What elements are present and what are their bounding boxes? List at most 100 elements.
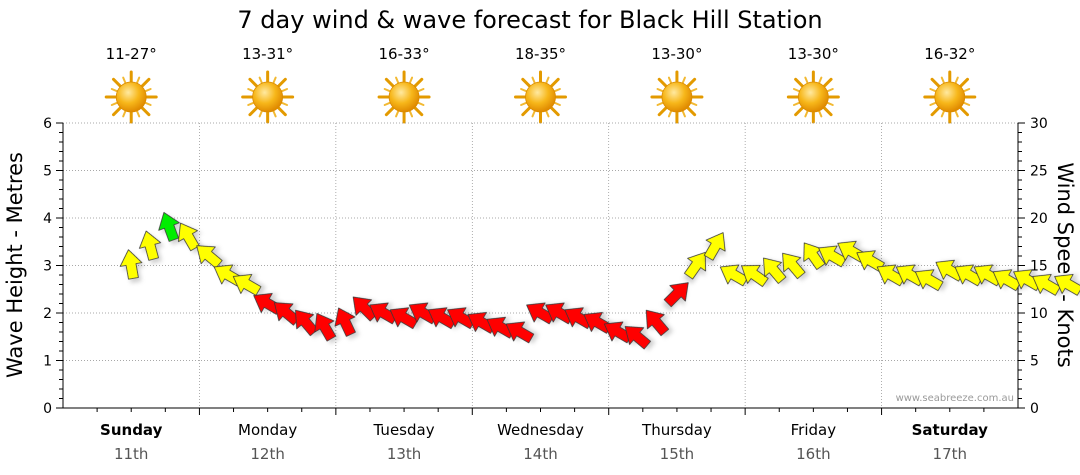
left-axis-label: Wave Height - Metres: [3, 152, 27, 378]
grid-lines: [63, 122, 1018, 408]
wind-arrow-shape: [763, 257, 787, 284]
sun-ray: [140, 106, 151, 117]
right-tick-label: 25: [1030, 164, 1048, 180]
wind-arrow: [782, 252, 806, 280]
sun-ray: [520, 88, 528, 93]
sun-ray: [384, 77, 395, 88]
wind-arrow-shape: [139, 230, 162, 261]
sun-ray: [792, 101, 801, 106]
day-date-label: 13th: [387, 445, 421, 463]
sun-ray: [280, 88, 289, 93]
right-tick-label: 5: [1030, 354, 1039, 370]
sun-ray: [681, 109, 686, 118]
wind-arrow: [663, 282, 689, 308]
sun-ray: [248, 106, 259, 117]
right-tick-label: 20: [1030, 211, 1048, 227]
sun-ray: [954, 109, 959, 118]
sun-ray: [272, 109, 277, 118]
temperature-label: 13-31°: [242, 45, 293, 63]
sun-icon: [241, 70, 295, 124]
wind-arrow: [196, 245, 223, 269]
sun-ray: [122, 76, 127, 85]
wind-arrow: [741, 265, 769, 287]
wind-arrow-shape: [196, 245, 223, 269]
sun-ray: [929, 88, 937, 93]
wind-arrow: [505, 321, 535, 344]
temperature-labels: 11-27° 13-31° 16-33° 18-35° 13-30° 13-30° 16-3…: [106, 45, 976, 63]
temperature-label: 18-35°: [515, 45, 566, 63]
left-axis-ticks: 0 1 2 3 4 5 6: [43, 116, 63, 417]
right-axis-label: Wind Speed - Knots: [1053, 162, 1077, 367]
sun-ray: [383, 101, 392, 106]
day-date-label: 12th: [250, 445, 284, 463]
sun-ray: [112, 106, 123, 117]
sun-ray: [794, 106, 805, 117]
sun-ray: [272, 76, 277, 85]
day-date-label: 11th: [114, 445, 148, 463]
temperature-label: 13-30°: [651, 45, 702, 63]
sun-disc: [115, 81, 147, 113]
left-tick-label: 1: [43, 354, 52, 370]
wind-arrow-shape: [741, 265, 769, 287]
wind-arrow: [856, 250, 885, 273]
wind-arrow-shape: [684, 251, 706, 280]
left-tick-label: 2: [43, 306, 52, 322]
sun-ray: [384, 106, 395, 117]
wind-arrow: [314, 313, 337, 342]
sun-ray: [804, 109, 809, 118]
wind-arrow-shape: [178, 222, 200, 252]
day-name-label: Monday: [238, 421, 297, 439]
sun-ray: [804, 76, 809, 85]
sun-ray: [521, 106, 532, 117]
day-date-label: 15th: [660, 445, 694, 463]
sun-icon: [923, 70, 977, 124]
sun-ray: [280, 101, 289, 106]
sun-ray: [686, 106, 697, 117]
sun-ray: [112, 77, 123, 88]
sun-ray: [531, 76, 536, 85]
sun-ray: [276, 77, 287, 88]
temperature-label: 11-27°: [106, 45, 157, 63]
sun-ray: [818, 76, 823, 85]
wind-arrow: [232, 274, 262, 296]
left-tick-label: 5: [43, 164, 52, 180]
wind-arrow: [645, 309, 670, 337]
sun-ray: [549, 77, 560, 88]
sun-ray: [929, 101, 937, 106]
sun-ray: [822, 77, 833, 88]
sun-ray: [413, 106, 424, 117]
wind-arrow: [158, 212, 180, 242]
wind-arrow-shape: [782, 252, 806, 280]
sun-ray: [962, 101, 971, 106]
sun-ray: [258, 109, 263, 118]
left-tick-label: 0: [43, 401, 52, 417]
sun-ray: [413, 77, 424, 88]
sun-ray: [140, 77, 151, 88]
sun-ray: [689, 101, 698, 106]
sun-ray: [395, 76, 400, 85]
wind-arrow: [139, 230, 162, 261]
sun-ray: [383, 88, 392, 93]
sun-ray: [822, 106, 833, 117]
wind-arrow: [703, 232, 726, 261]
day-date-label: 14th: [523, 445, 557, 463]
wind-arrow-shape: [663, 282, 689, 308]
sun-ray: [940, 109, 946, 118]
sun-ray: [144, 88, 152, 93]
wind-arrow: [624, 326, 651, 350]
sun-ray: [553, 101, 561, 106]
day-date-label: 16th: [796, 445, 830, 463]
sun-ray: [681, 76, 686, 85]
wind-arrow-shape: [232, 274, 262, 296]
sun-ray: [930, 77, 941, 88]
sun-ray: [545, 76, 550, 85]
sun-ray: [520, 101, 528, 106]
sun-icon: [104, 70, 158, 124]
wind-arrow-shape: [314, 313, 337, 342]
right-axis-ticks: 0 5 10 15 20 25 30: [1018, 116, 1048, 417]
sun-ray: [667, 76, 673, 85]
wind-arrow-shape: [158, 212, 180, 242]
sun-ray: [656, 101, 665, 106]
wind-arrow-shape: [645, 309, 670, 337]
